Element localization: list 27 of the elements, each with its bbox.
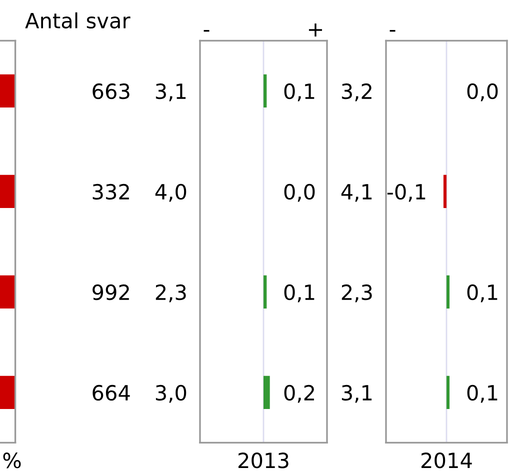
- data-label: -0,1: [387, 184, 426, 202]
- data-label: 0,2: [284, 384, 314, 403]
- x-axis-title: %: [3, 452, 21, 468]
- data-label: 0,1: [284, 83, 314, 102]
- text: 992: [92, 284, 129, 300]
- data-label: 0,0: [284, 184, 315, 202]
- y-tick-label: 3,1: [342, 384, 372, 403]
- y-tick-label: 4,1: [341, 184, 372, 202]
- text: -: [390, 30, 396, 32]
- x-axis-title: 2014: [422, 452, 472, 468]
- y-tick-label: 3,0: [156, 384, 186, 403]
- data-label: 0,1: [467, 284, 498, 302]
- y-tick-label: 2,3: [156, 284, 186, 302]
- text: Antal svar: [25, 12, 130, 28]
- text: +: [308, 23, 322, 37]
- data-label: 0,0: [467, 83, 498, 102]
- text: -: [204, 30, 210, 32]
- text: 663: [92, 83, 130, 100]
- y-tick-label: 3,2: [342, 83, 372, 102]
- data-label: 0,1: [467, 384, 498, 403]
- y-tick-label: 2,3: [342, 284, 372, 302]
- text: 332: [92, 184, 129, 200]
- x-axis-title: 2013: [238, 452, 288, 468]
- data-label: 0,1: [284, 284, 314, 302]
- text: 664: [92, 384, 130, 401]
- y-tick-label: 4,0: [155, 184, 186, 202]
- y-tick-label: 3,1: [156, 83, 186, 102]
